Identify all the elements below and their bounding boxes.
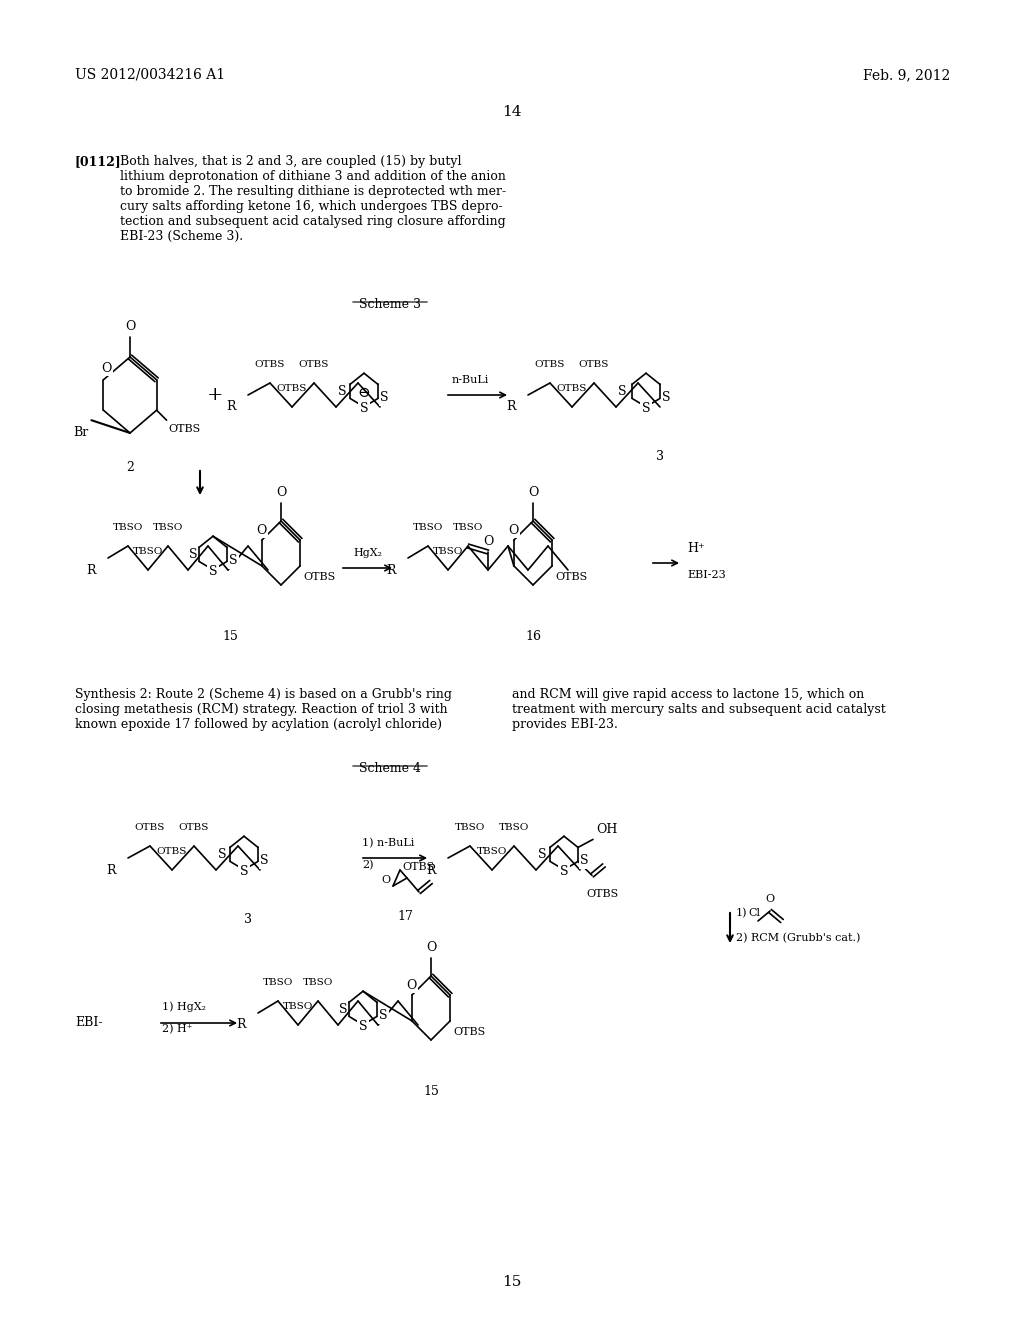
- Text: S: S: [379, 1010, 387, 1023]
- Text: EBI-: EBI-: [75, 1016, 102, 1030]
- Text: O: O: [426, 941, 436, 954]
- Text: TBSO: TBSO: [433, 546, 463, 556]
- Text: O: O: [482, 535, 494, 548]
- Text: S: S: [359, 401, 369, 414]
- Text: 2) H⁺: 2) H⁺: [162, 1024, 193, 1035]
- Text: O: O: [275, 486, 286, 499]
- Text: 15: 15: [503, 1275, 521, 1290]
- Text: TBSO: TBSO: [113, 523, 143, 532]
- Text: O: O: [256, 524, 266, 537]
- Text: O: O: [765, 894, 774, 904]
- Text: OTBS: OTBS: [535, 360, 565, 370]
- Text: R: R: [237, 1019, 246, 1031]
- Text: S: S: [339, 1003, 347, 1016]
- Text: S: S: [338, 385, 346, 399]
- Text: S: S: [188, 548, 198, 561]
- Text: 3: 3: [244, 913, 252, 927]
- Text: R: R: [386, 564, 396, 577]
- Text: EBI-23: EBI-23: [687, 570, 726, 579]
- Text: TBSO: TBSO: [303, 978, 333, 987]
- Text: and RCM will give rapid access to lactone 15, which on
treatment with mercury sa: and RCM will give rapid access to lacton…: [512, 688, 886, 731]
- Text: R: R: [86, 564, 96, 577]
- Text: TBSO: TBSO: [153, 523, 183, 532]
- Text: TBSO: TBSO: [499, 822, 529, 832]
- Text: 16: 16: [525, 630, 541, 643]
- Text: Cl: Cl: [748, 908, 760, 917]
- Text: OTBS: OTBS: [299, 360, 329, 370]
- Text: R: R: [507, 400, 516, 413]
- Text: TBSO: TBSO: [453, 523, 483, 532]
- Text: 15: 15: [423, 1085, 439, 1098]
- Text: OTBS: OTBS: [454, 1027, 485, 1036]
- Text: OTBS: OTBS: [276, 384, 307, 393]
- Text: R: R: [226, 400, 236, 413]
- Text: O: O: [527, 486, 539, 499]
- Text: S: S: [560, 865, 568, 878]
- Text: OTBS: OTBS: [255, 360, 286, 370]
- Text: Feb. 9, 2012: Feb. 9, 2012: [863, 69, 950, 82]
- Text: 1): 1): [736, 908, 748, 919]
- Text: S: S: [240, 865, 248, 878]
- Text: TBSO: TBSO: [477, 847, 507, 855]
- Text: OTBS: OTBS: [586, 890, 618, 899]
- Text: O: O: [382, 875, 391, 884]
- Text: 2) RCM (Grubb's cat.): 2) RCM (Grubb's cat.): [736, 933, 860, 944]
- Text: S: S: [617, 385, 627, 399]
- Text: S: S: [229, 554, 238, 568]
- Text: 15: 15: [222, 630, 238, 643]
- Text: OTBS: OTBS: [135, 822, 165, 832]
- Text: OTBS: OTBS: [555, 572, 588, 582]
- Text: Both halves, that is 2 and 3, are coupled (15) by butyl
lithium deprotonation of: Both halves, that is 2 and 3, are couple…: [120, 154, 506, 243]
- Text: 14: 14: [502, 106, 522, 119]
- Text: S: S: [538, 847, 546, 861]
- Text: Br: Br: [73, 426, 88, 440]
- Text: S: S: [218, 847, 226, 861]
- Text: R: R: [106, 863, 116, 876]
- Text: US 2012/0034216 A1: US 2012/0034216 A1: [75, 69, 225, 82]
- Text: 1) n-BuLi: 1) n-BuLi: [362, 838, 415, 847]
- Text: TBSO: TBSO: [133, 546, 163, 556]
- Text: +: +: [207, 385, 223, 404]
- Text: H⁺: H⁺: [687, 543, 705, 554]
- Text: HgX₂: HgX₂: [353, 548, 383, 558]
- Text: TBSO: TBSO: [455, 822, 485, 832]
- Text: OH: OH: [596, 824, 617, 837]
- Text: n-BuLi: n-BuLi: [452, 375, 488, 385]
- Text: OTBS: OTBS: [179, 822, 209, 832]
- Text: 2: 2: [126, 461, 134, 474]
- Text: ⊖: ⊖: [357, 385, 371, 400]
- Text: TBSO: TBSO: [263, 978, 293, 987]
- Text: OTBS: OTBS: [557, 384, 587, 393]
- Text: Scheme 3: Scheme 3: [359, 298, 421, 312]
- Text: Scheme 4: Scheme 4: [359, 762, 421, 775]
- Text: 1) HgX₂: 1) HgX₂: [162, 1002, 206, 1012]
- Text: OTBS: OTBS: [157, 847, 187, 855]
- Text: OTBS: OTBS: [169, 424, 201, 434]
- Text: O: O: [508, 524, 518, 537]
- Text: 3: 3: [656, 450, 664, 463]
- Text: O: O: [101, 362, 112, 375]
- Text: Synthesis 2: Route 2 (Scheme 4) is based on a Grubb's ring
closing metathesis (R: Synthesis 2: Route 2 (Scheme 4) is based…: [75, 688, 452, 731]
- Text: [0112]: [0112]: [75, 154, 122, 168]
- Text: S: S: [580, 854, 589, 867]
- Text: O: O: [407, 979, 417, 993]
- Text: OTBS: OTBS: [402, 862, 434, 873]
- Text: S: S: [209, 565, 217, 578]
- Text: S: S: [642, 401, 650, 414]
- Text: OTBS: OTBS: [303, 572, 336, 582]
- Text: S: S: [260, 854, 268, 867]
- Text: 2): 2): [362, 861, 374, 870]
- Text: R: R: [427, 863, 436, 876]
- Text: S: S: [662, 392, 671, 404]
- Text: O: O: [125, 319, 135, 333]
- Text: OTBS: OTBS: [579, 360, 609, 370]
- Text: TBSO: TBSO: [283, 1002, 313, 1011]
- Text: 17: 17: [397, 909, 413, 923]
- Text: TBSO: TBSO: [413, 523, 443, 532]
- Text: S: S: [380, 392, 388, 404]
- Text: S: S: [358, 1020, 368, 1032]
